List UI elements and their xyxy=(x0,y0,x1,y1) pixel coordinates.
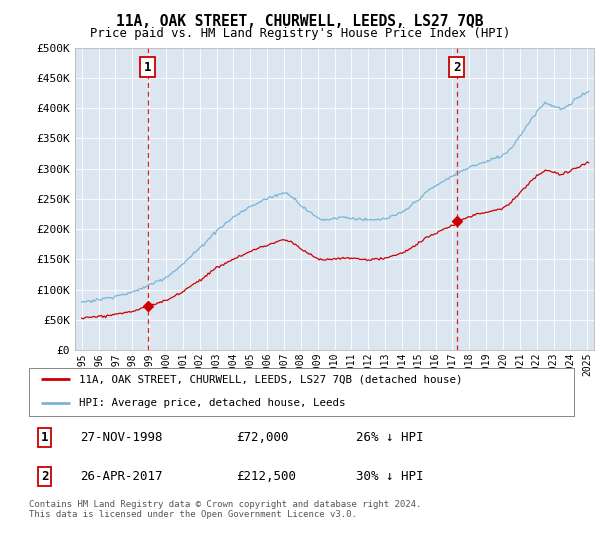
Text: 2: 2 xyxy=(41,470,48,483)
Text: 26-APR-2017: 26-APR-2017 xyxy=(80,470,163,483)
Text: 2: 2 xyxy=(453,60,460,74)
Text: 11A, OAK STREET, CHURWELL, LEEDS, LS27 7QB: 11A, OAK STREET, CHURWELL, LEEDS, LS27 7… xyxy=(116,14,484,29)
Text: 1: 1 xyxy=(144,60,151,74)
Text: Contains HM Land Registry data © Crown copyright and database right 2024.
This d: Contains HM Land Registry data © Crown c… xyxy=(29,500,421,519)
Text: £212,500: £212,500 xyxy=(236,470,296,483)
Text: 26% ↓ HPI: 26% ↓ HPI xyxy=(356,431,423,444)
Text: Price paid vs. HM Land Registry's House Price Index (HPI): Price paid vs. HM Land Registry's House … xyxy=(90,27,510,40)
Text: £72,000: £72,000 xyxy=(236,431,289,444)
Text: 30% ↓ HPI: 30% ↓ HPI xyxy=(356,470,423,483)
Text: 11A, OAK STREET, CHURWELL, LEEDS, LS27 7QB (detached house): 11A, OAK STREET, CHURWELL, LEEDS, LS27 7… xyxy=(79,374,463,384)
Text: HPI: Average price, detached house, Leeds: HPI: Average price, detached house, Leed… xyxy=(79,398,346,408)
Text: 1: 1 xyxy=(41,431,48,444)
Text: 27-NOV-1998: 27-NOV-1998 xyxy=(80,431,163,444)
